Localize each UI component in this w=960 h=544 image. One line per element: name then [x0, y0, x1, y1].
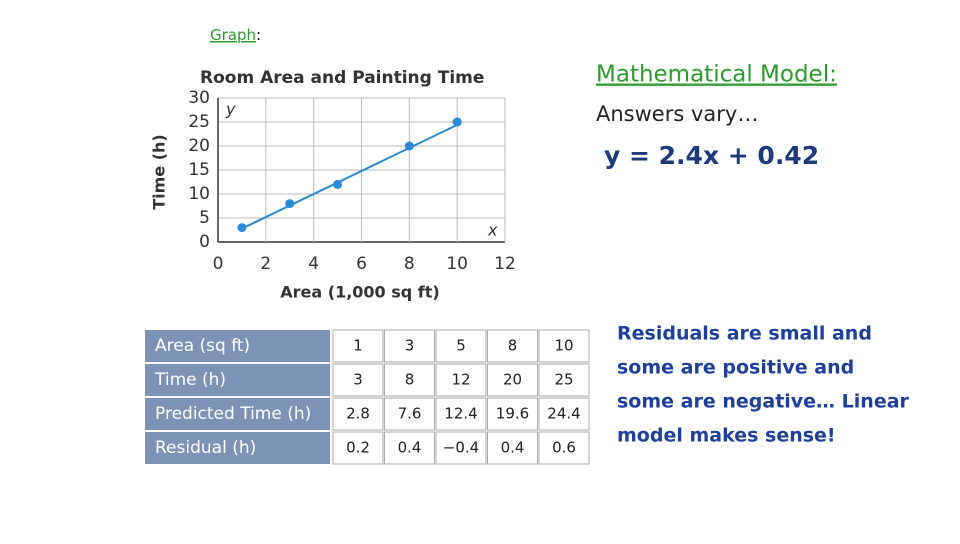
x-axis-label: Area (1,000 sq ft) [280, 283, 439, 302]
table-cell [332, 329, 384, 363]
table-cell [332, 363, 384, 397]
table-value: 7.6 [398, 405, 422, 423]
point [333, 179, 343, 189]
y-tick-label: 5 [199, 208, 210, 228]
heading-colon: : [256, 26, 261, 44]
y-tick-label: 25 [188, 112, 210, 132]
fit-line [241, 123, 458, 230]
y-tick-label: 15 [188, 160, 210, 180]
table-value: 12 [451, 371, 470, 389]
x-axis-letter: x [487, 221, 498, 240]
model-note: Answers vary… [596, 102, 758, 126]
x-tick-label: 4 [308, 254, 319, 274]
row-header-cell [145, 432, 330, 464]
table-cell [435, 329, 487, 363]
table-cell [487, 329, 538, 363]
table-cell [384, 431, 435, 465]
y-tick-label: 10 [188, 184, 210, 204]
heading: Graph: [210, 26, 261, 44]
row-header: Predicted Time (h) [155, 404, 311, 424]
conclusion-line: Residuals are small and [617, 323, 872, 345]
table-value: 0.2 [346, 439, 370, 457]
table-value: −0.4 [443, 439, 479, 457]
table-value: 0.4 [501, 439, 525, 457]
conclusion-line: model makes sense! [617, 425, 836, 447]
y-tick-label: 0 [199, 232, 210, 252]
table-cell [538, 363, 590, 397]
table-value: 24.4 [547, 405, 580, 423]
table-value: 5 [456, 337, 466, 355]
y-axis-letter: y [225, 100, 236, 119]
row-header-cell [145, 330, 330, 362]
table-cell [435, 431, 487, 465]
conclusion-line: some are positive and [617, 357, 854, 379]
point [237, 223, 247, 233]
table-cell [384, 329, 435, 363]
x-tick-label: 12 [494, 254, 516, 274]
table-value: 12.4 [444, 405, 477, 423]
model-equation: y = 2.4x + 0.42 [604, 141, 819, 170]
table-cell [487, 431, 538, 465]
row-header: Area (sq ft) [155, 336, 250, 356]
table-value: 8 [405, 371, 415, 389]
table-cell [435, 397, 487, 431]
point [452, 117, 462, 127]
table-cell [487, 397, 538, 431]
table-value: 3 [405, 337, 415, 355]
y-axis-label: Time (h) [150, 134, 169, 210]
model-title: Mathematical Model: [596, 62, 837, 88]
table-cell [332, 431, 384, 465]
table-value: 1 [353, 337, 363, 355]
chart-title: Room Area and Painting Time [200, 68, 484, 88]
table-value: 0.6 [552, 439, 576, 457]
table-value: 2.8 [346, 405, 370, 423]
table-value: 3 [353, 371, 363, 389]
table-cell [487, 363, 538, 397]
table-cell [538, 431, 590, 465]
table-value: 20 [503, 371, 522, 389]
table-cell [384, 397, 435, 431]
y-tick-label: 20 [188, 136, 210, 156]
table-value: 0.4 [398, 439, 422, 457]
heading-label: Graph [210, 26, 256, 44]
point [285, 199, 295, 209]
row-header: Time (h) [154, 370, 226, 390]
table-value: 8 [508, 337, 518, 355]
row-header-cell [145, 364, 330, 396]
table-value: 25 [554, 371, 573, 389]
table-cell [435, 363, 487, 397]
x-tick-label: 0 [213, 254, 224, 274]
table-value: 19.6 [496, 405, 529, 423]
row-header: Residual (h) [155, 438, 256, 458]
row-header-cell [145, 398, 330, 430]
x-tick-label: 8 [404, 254, 415, 274]
table-cell [332, 397, 384, 431]
table-cell [384, 363, 435, 397]
x-tick-label: 6 [356, 254, 367, 274]
point [404, 141, 414, 151]
table-value: 10 [554, 337, 573, 355]
conclusion-line: some are negative… Linear [617, 391, 910, 413]
x-tick-label: 10 [446, 254, 468, 274]
table-cell [538, 329, 590, 363]
table-cell [538, 397, 590, 431]
x-tick-label: 2 [260, 254, 271, 274]
y-tick-label: 30 [188, 88, 210, 108]
